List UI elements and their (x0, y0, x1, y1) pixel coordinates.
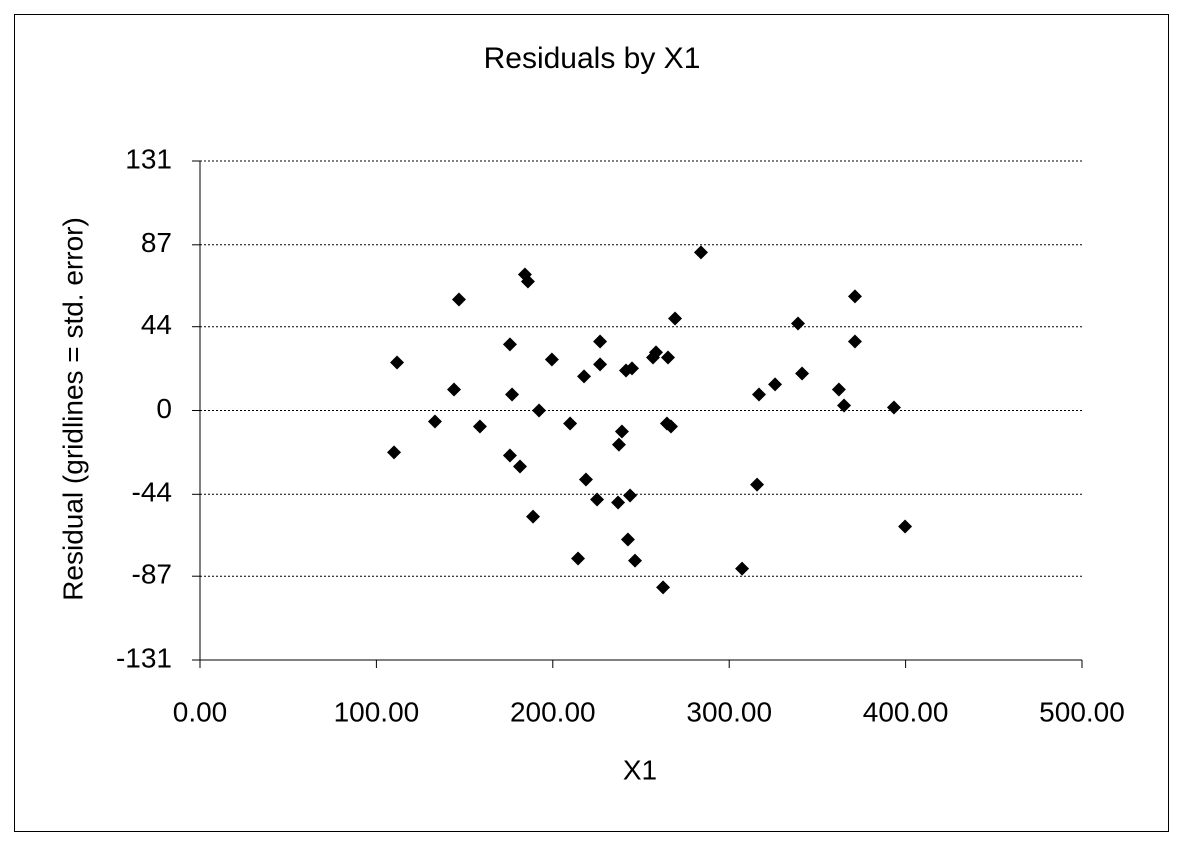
chart-title: Residuals by X1 (484, 42, 701, 75)
x-tick-label: 500.00 (1039, 696, 1125, 727)
point (752, 387, 767, 402)
y-axis-label: Residual (gridlines = std. error) (57, 217, 88, 601)
point (668, 311, 683, 326)
y-tick-label: 131 (125, 143, 172, 174)
point (390, 355, 405, 370)
point (660, 350, 675, 365)
point (571, 551, 586, 566)
point (790, 316, 805, 331)
point (693, 245, 708, 260)
point (590, 492, 605, 507)
x-tick-label: 300.00 (686, 696, 772, 727)
point (544, 352, 559, 367)
point (563, 416, 578, 431)
x-tick-label: 0.00 (173, 696, 228, 727)
point (447, 382, 462, 397)
y-tick-label: 0 (156, 393, 172, 424)
point (663, 419, 678, 434)
point (614, 424, 629, 439)
point (512, 459, 527, 474)
point (611, 495, 626, 510)
point (831, 382, 846, 397)
point (502, 337, 517, 352)
point (847, 334, 862, 349)
point (505, 387, 520, 402)
point (628, 553, 643, 568)
y-tick-label: -131 (116, 642, 172, 673)
point (795, 366, 810, 381)
point (502, 448, 517, 463)
x-tick-label: 200.00 (510, 696, 596, 727)
point (526, 509, 541, 524)
point (593, 357, 608, 372)
x-tick-label: 400.00 (863, 696, 949, 727)
y-tick-label: -87 (132, 559, 172, 590)
point (472, 419, 487, 434)
point (532, 403, 547, 418)
y-tick-label: 44 (141, 309, 172, 340)
point (898, 519, 913, 534)
point (387, 445, 402, 460)
point (735, 561, 750, 576)
y-tick-label: -44 (132, 477, 172, 508)
x-axis-label: X1 (623, 754, 657, 785)
y-tick-label: 87 (141, 227, 172, 258)
point (611, 437, 626, 452)
point (520, 274, 535, 289)
point (578, 472, 593, 487)
point (577, 369, 592, 384)
point (451, 292, 466, 307)
point (847, 289, 862, 304)
point (656, 580, 671, 595)
point (886, 400, 901, 415)
point (837, 398, 852, 413)
point (427, 414, 442, 429)
point (593, 334, 608, 349)
x-tick-label: 100.00 (334, 696, 420, 727)
point (620, 532, 635, 547)
point (648, 345, 663, 360)
chart-border (14, 14, 1169, 832)
point (768, 377, 783, 392)
point (625, 361, 640, 376)
point (750, 477, 765, 492)
point (623, 488, 638, 503)
